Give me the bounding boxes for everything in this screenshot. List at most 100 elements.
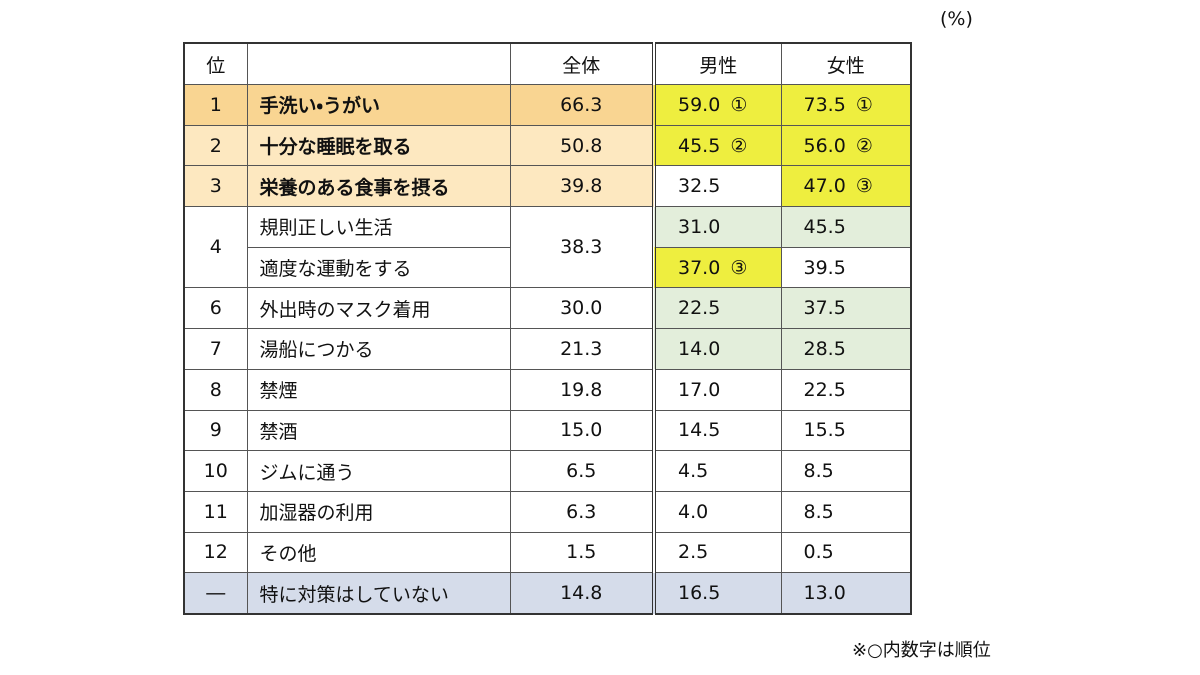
total-cell: 6.3 <box>509 490 656 533</box>
item-cell: 禁煙 <box>246 368 511 411</box>
header-cell: 女性 <box>780 42 912 85</box>
total-cell: 15.0 <box>509 409 656 452</box>
table-row: 適度な運動をする 37.0 ③ 39.5 <box>184 246 912 289</box>
table-row: 6 外出時のマスク着用 30.0 22.5 37.5 <box>183 287 912 330</box>
male-value: 37.0 <box>678 256 721 279</box>
total-cell: 21.3 <box>509 328 656 370</box>
rank-cell: 10 <box>183 450 248 492</box>
male-rank: ② <box>730 134 748 157</box>
male-cell: 22.5 <box>653 287 782 330</box>
header-row: 位 全体 男性 女性 <box>183 42 912 85</box>
female-cell: 39.5 <box>780 246 912 289</box>
table-row: 9 禁酒 15.0 14.5 15.5 <box>183 409 912 452</box>
total-cell: 30.0 <box>509 287 656 330</box>
unit-label: (%) <box>940 8 973 30</box>
rank-cell: 7 <box>183 328 248 370</box>
male-value: 14.0 <box>678 337 721 360</box>
female-value: 39.5 <box>803 256 846 279</box>
female-value: 15.5 <box>803 419 846 442</box>
male-cell: 4.5 <box>653 450 782 492</box>
table-row: 4 規則正しい生活 38.3 31.0 45.5 <box>183 206 912 289</box>
male-rank: ③ <box>730 256 748 279</box>
rank-cell: 4 <box>183 206 248 289</box>
female-cell: 37.5 <box>780 287 912 330</box>
rank-cell: ― <box>183 572 248 615</box>
female-value: 22.5 <box>803 378 846 401</box>
item-cell: 特に対策はしていない <box>246 572 511 615</box>
rank-cell: 1 <box>183 84 248 126</box>
table-row: 10 ジムに通う 6.5 4.5 8.5 <box>183 450 912 492</box>
item-cell: 外出時のマスク着用 <box>246 287 511 330</box>
total-cell: 39.8 <box>509 165 656 208</box>
table-row: 11 加湿器の利用 6.3 4.0 8.5 <box>183 490 912 533</box>
female-cell: 56.0 ② <box>780 124 912 167</box>
male-cell: 14.0 <box>653 328 782 370</box>
rank-cell: 11 <box>183 490 248 533</box>
total-cell: 6.5 <box>509 450 656 492</box>
rank-cell: 8 <box>183 368 248 411</box>
table-row: ― 特に対策はしていない 14.8 16.5 13.0 <box>183 572 912 615</box>
table-row: 12 その他 1.5 2.5 0.5 <box>183 531 912 574</box>
female-value: 8.5 <box>803 500 834 523</box>
female-value: 56.0 <box>803 134 846 157</box>
female-rank: ③ <box>855 175 873 198</box>
ranking-table: 位 全体 男性 女性 1 手洗い・うがい 66.3 59.0 ① 73.5 ① 2 十分な睡眠を… <box>183 42 912 615</box>
female-cell: 0.5 <box>780 531 912 574</box>
female-cell: 8.5 <box>780 490 912 533</box>
item-cell: 加湿器の利用 <box>246 490 511 533</box>
male-value: 45.5 <box>678 134 721 157</box>
female-rank: ① <box>855 93 873 116</box>
header-cell: 位 <box>183 42 248 85</box>
male-cell: 4.0 <box>653 490 782 533</box>
female-value: 13.0 <box>803 582 846 605</box>
female-cell: 22.5 <box>780 368 912 411</box>
total-cell: 38.3 <box>509 206 656 289</box>
female-cell: 28.5 <box>780 328 912 370</box>
male-value: 14.5 <box>678 419 721 442</box>
item-cell: 十分な睡眠を取る <box>246 124 511 167</box>
female-cell: 8.5 <box>780 450 912 492</box>
female-rank: ② <box>855 134 873 157</box>
rank-cell: 12 <box>183 531 248 574</box>
total-cell: 66.3 <box>509 84 656 126</box>
male-value: 22.5 <box>678 297 721 320</box>
rank-cell: 3 <box>183 165 248 208</box>
item-cell: 栄養のある食事を摂る <box>246 165 511 208</box>
female-value: 0.5 <box>803 541 834 564</box>
table-row: 7 湯船につかる 21.3 14.0 28.5 <box>183 328 912 370</box>
item-cell: 湯船につかる <box>246 328 511 370</box>
male-cell: 32.5 <box>653 165 782 208</box>
item-cell: 手洗い・うがい <box>246 84 511 126</box>
male-value: 17.0 <box>678 378 721 401</box>
table-row: 2 十分な睡眠を取る 50.8 45.5 ② 56.0 ② <box>183 124 912 167</box>
male-value: 32.5 <box>678 175 721 198</box>
male-rank: ① <box>730 93 748 116</box>
table-row: 8 禁煙 19.8 17.0 22.5 <box>183 368 912 411</box>
male-cell: 45.5 ② <box>653 124 782 167</box>
female-cell: 47.0 ③ <box>780 165 912 208</box>
rank-cell: 9 <box>183 409 248 452</box>
female-value: 45.5 <box>803 215 846 238</box>
total-cell: 1.5 <box>509 531 656 574</box>
male-cell: 16.5 <box>653 572 782 615</box>
item-cell: その他 <box>246 531 511 574</box>
female-cell: 15.5 <box>780 409 912 452</box>
male-value: 16.5 <box>678 582 721 605</box>
male-cell: 37.0 ③ <box>653 246 782 289</box>
female-value: 28.5 <box>803 337 846 360</box>
female-cell: 45.5 <box>780 206 912 248</box>
male-cell: 59.0 ① <box>653 84 782 126</box>
header-cell <box>246 42 511 85</box>
male-value: 59.0 <box>678 93 721 116</box>
female-cell: 73.5 ① <box>780 84 912 126</box>
male-cell: 17.0 <box>653 368 782 411</box>
item-cell: ジムに通う <box>246 450 511 492</box>
header-cell: 男性 <box>653 42 782 85</box>
male-value: 2.5 <box>678 541 709 564</box>
male-cell: 14.5 <box>653 409 782 452</box>
male-cell: 2.5 <box>653 531 782 574</box>
female-value: 37.5 <box>803 297 846 320</box>
total-cell: 14.8 <box>509 572 656 615</box>
total-cell: 50.8 <box>509 124 656 167</box>
